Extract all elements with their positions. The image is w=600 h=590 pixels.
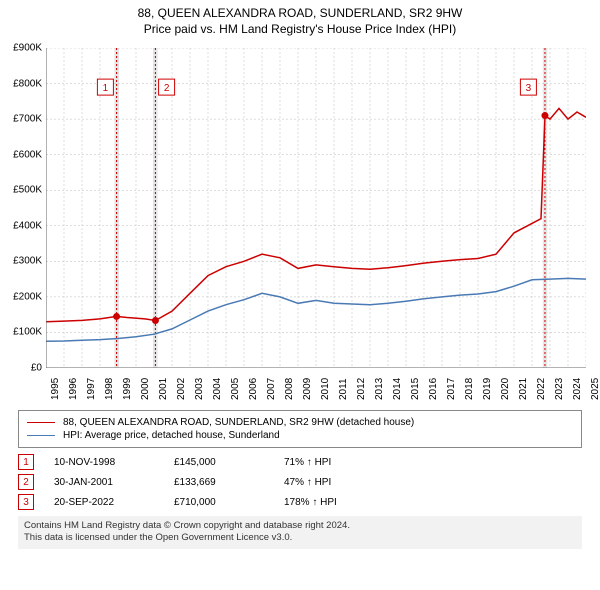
y-axis-label: £300K <box>0 256 42 267</box>
annotation-marker: 1 <box>18 454 34 470</box>
annotation-marker: 2 <box>18 474 34 490</box>
x-axis-label: 2016 <box>428 378 439 400</box>
chart-subtitle: Price paid vs. HM Land Registry's House … <box>0 22 600 36</box>
y-axis-label: £400K <box>0 220 42 231</box>
x-axis-label: 1997 <box>86 378 97 400</box>
x-axis-label: 2018 <box>464 378 475 400</box>
y-axis-label: £100K <box>0 327 42 338</box>
x-axis-label: 2011 <box>338 378 349 400</box>
annotation-marker: 3 <box>18 494 34 510</box>
x-axis-label: 2009 <box>302 378 313 400</box>
title-block: 88, QUEEN ALEXANDRA ROAD, SUNDERLAND, SR… <box>0 0 600 40</box>
x-axis-label: 2022 <box>536 378 547 400</box>
annotation-price: £710,000 <box>174 497 284 508</box>
annotation-table: 1 10-NOV-1998 £145,000 71% ↑ HPI 2 30-JA… <box>18 454 582 510</box>
chart-area: 1 2 3 £0 £100K £200K £300K £400K £500K £600K £700… <box>0 40 600 410</box>
svg-text:3: 3 <box>526 83 532 94</box>
x-axis-label: 1998 <box>104 378 115 400</box>
y-axis-label: £800K <box>0 78 42 89</box>
y-axis-label: £700K <box>0 114 42 125</box>
license-notice: Contains HM Land Registry data © Crown c… <box>18 516 582 549</box>
annotation-row: 3 20-SEP-2022 £710,000 178% ↑ HPI <box>18 494 582 510</box>
x-axis-label: 2004 <box>212 378 223 400</box>
chart-container: 88, QUEEN ALEXANDRA ROAD, SUNDERLAND, SR… <box>0 0 600 549</box>
y-axis-label: £200K <box>0 291 42 302</box>
annotation-pct: 178% ↑ HPI <box>284 497 404 508</box>
x-axis-label: 2012 <box>356 378 367 400</box>
license-line: This data is licensed under the Open Gov… <box>24 532 576 544</box>
x-axis-label: 2023 <box>554 378 565 400</box>
y-axis-label: £500K <box>0 185 42 196</box>
x-axis-label: 2014 <box>392 378 403 400</box>
x-axis-label: 1996 <box>68 378 79 400</box>
x-axis-label: 2003 <box>194 378 205 400</box>
license-line: Contains HM Land Registry data © Crown c… <box>24 520 576 532</box>
x-axis-label: 2015 <box>410 378 421 400</box>
chart-title: 88, QUEEN ALEXANDRA ROAD, SUNDERLAND, SR… <box>0 6 600 20</box>
legend-item-property: 88, QUEEN ALEXANDRA ROAD, SUNDERLAND, SR… <box>27 417 573 428</box>
x-axis-label: 2006 <box>248 378 259 400</box>
annotation-pct: 47% ↑ HPI <box>284 477 404 488</box>
x-axis-label: 2002 <box>176 378 187 400</box>
x-axis-label: 2008 <box>284 378 295 400</box>
legend-swatch-icon <box>27 435 55 436</box>
x-axis-label: 2001 <box>158 378 169 400</box>
svg-text:2: 2 <box>164 83 170 94</box>
annotation-pct: 71% ↑ HPI <box>284 457 404 468</box>
legend-item-hpi: HPI: Average price, detached house, Sund… <box>27 430 573 441</box>
legend-label: 88, QUEEN ALEXANDRA ROAD, SUNDERLAND, SR… <box>63 417 414 428</box>
y-axis-label: £900K <box>0 43 42 54</box>
annotation-price: £133,669 <box>174 477 284 488</box>
x-axis-label: 2017 <box>446 378 457 400</box>
annotation-price: £145,000 <box>174 457 284 468</box>
y-axis-label: £0 <box>0 363 42 374</box>
annotation-row: 2 30-JAN-2001 £133,669 47% ↑ HPI <box>18 474 582 490</box>
plot-svg: 1 2 3 <box>46 48 586 368</box>
x-axis-label: 2010 <box>320 378 331 400</box>
x-axis-label: 2024 <box>572 378 583 400</box>
annotation-date: 30-JAN-2001 <box>54 477 174 488</box>
x-axis-label: 2000 <box>140 378 151 400</box>
x-axis-label: 2019 <box>482 378 493 400</box>
x-axis-label: 1999 <box>122 378 133 400</box>
y-axis-label: £600K <box>0 149 42 160</box>
x-axis-label: 2025 <box>590 378 600 400</box>
x-axis-label: 2021 <box>518 378 529 400</box>
x-axis-label: 2013 <box>374 378 385 400</box>
svg-text:1: 1 <box>103 83 109 94</box>
x-axis-label: 1995 <box>50 378 61 400</box>
legend-label: HPI: Average price, detached house, Sund… <box>63 430 280 441</box>
annotation-date: 20-SEP-2022 <box>54 497 174 508</box>
x-axis-label: 2005 <box>230 378 241 400</box>
legend: 88, QUEEN ALEXANDRA ROAD, SUNDERLAND, SR… <box>18 410 582 448</box>
legend-swatch-icon <box>27 422 55 423</box>
x-axis-label: 2007 <box>266 378 277 400</box>
x-axis-label: 2020 <box>500 378 511 400</box>
annotation-date: 10-NOV-1998 <box>54 457 174 468</box>
annotation-row: 1 10-NOV-1998 £145,000 71% ↑ HPI <box>18 454 582 470</box>
